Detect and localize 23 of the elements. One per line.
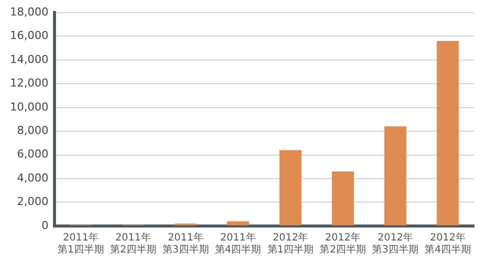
x-tick-label: 2012年第3四半期 [372,232,419,256]
bar [279,150,302,226]
x-tick-label: 2011年第3四半期 [162,232,209,256]
x-tick-label: 2011年第2四半期 [110,232,156,256]
y-tick-label: 16,000 [10,29,48,42]
y-tick-label: 6,000 [16,148,48,161]
y-tick-label: 10,000 [10,100,48,114]
y-tick-label: 0 [41,218,48,232]
bar [436,41,459,226]
y-tick-label: 8,000 [16,124,48,138]
x-tick-label: 2011年第1四半期 [58,232,104,256]
x-tick-label: 2012年第4四半期 [424,232,471,256]
x-tick-label: 2011年第4四半期 [214,232,262,256]
y-tick-label: 12,000 [10,76,48,90]
y-tick-label: 2,000 [16,195,48,208]
x-tick-label: 2012年第2四半期 [320,232,366,256]
x-tick-label: 2012年第1四半期 [267,232,314,256]
bar [384,126,406,226]
bar [227,221,250,226]
y-tick-label: 18,000 [10,5,48,18]
y-tick-label: 14,000 [10,52,48,66]
bar [332,171,354,226]
y-tick-label: 4,000 [16,171,48,184]
